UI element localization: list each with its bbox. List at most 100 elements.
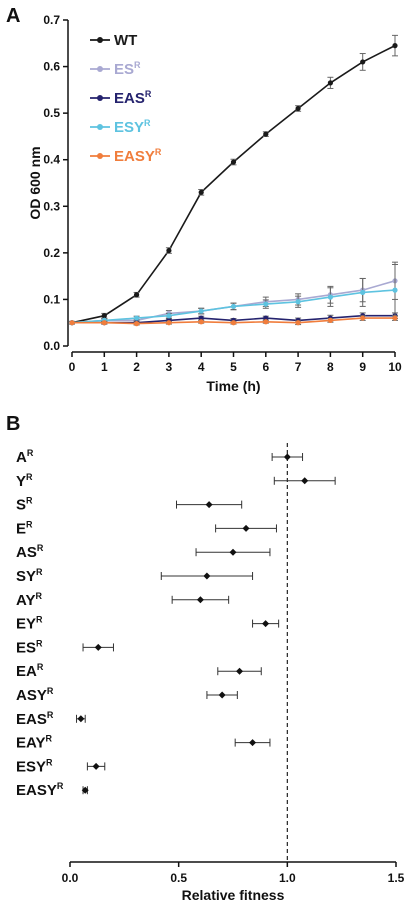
data-point <box>166 313 172 319</box>
data-point <box>230 159 237 165</box>
data-point <box>198 315 204 321</box>
data-point <box>198 189 204 195</box>
label-superscript: R <box>155 147 162 157</box>
growth-curve-chart: 0.0 0.1 0.2 0.3 0.4 0.5 0.6 0.7 0 1 2 3 4 5 6 7 8 9 10 Time… <box>27 13 402 394</box>
data-point <box>327 317 333 323</box>
data-point <box>69 320 75 326</box>
category-label: EAR <box>16 662 44 680</box>
label-superscript: R <box>37 662 44 672</box>
legend-swatch-marker <box>97 95 103 101</box>
data-point-diamond <box>203 572 211 580</box>
data-point <box>392 315 398 321</box>
label-base: EAS <box>16 711 47 728</box>
data-point-diamond <box>242 524 250 532</box>
label-base: EAY <box>16 735 45 752</box>
category-label: ASYR <box>16 686 54 704</box>
data-point-diamond <box>205 501 213 509</box>
label-superscript: R <box>26 496 33 506</box>
x-tick-label: 10 <box>388 360 402 374</box>
x-axis-title: Time (h) <box>206 378 260 394</box>
data-point-diamond <box>94 643 102 651</box>
data-point <box>230 303 237 310</box>
category-label: SYR <box>16 567 43 585</box>
label-base: EASY <box>114 148 155 165</box>
data-point <box>263 315 269 321</box>
legend-entry: ESYR <box>114 118 151 136</box>
x-tick-label: 7 <box>295 360 302 374</box>
category-label: ESYR <box>16 757 53 775</box>
data-point-diamond <box>229 548 237 556</box>
label-base: A <box>16 449 27 466</box>
label-superscript: R <box>26 519 33 529</box>
data-point <box>360 289 366 296</box>
label-superscript: R <box>145 89 152 99</box>
label-superscript: R <box>57 781 64 791</box>
y-axis-title: OD 600 nm <box>27 146 43 219</box>
x-tick-label: 3 <box>166 360 173 374</box>
legend-entry: ESR <box>114 60 141 78</box>
label-base: S <box>16 497 26 514</box>
data-point <box>295 320 301 326</box>
data-point-diamond <box>262 620 270 628</box>
category-label: YR <box>16 472 33 490</box>
data-point-diamond <box>236 667 244 675</box>
label-superscript: R <box>36 615 43 625</box>
category-label: EAYR <box>16 734 52 752</box>
data-point <box>166 320 172 326</box>
category-label: EASYR <box>16 781 64 799</box>
label-base: ES <box>16 639 36 656</box>
label-superscript: R <box>47 710 54 720</box>
x-tick-label: 9 <box>359 360 366 374</box>
x-tick-label: 4 <box>198 360 205 374</box>
label-base: EASY <box>16 782 57 799</box>
data-point-diamond <box>249 739 257 747</box>
x-tick-label: 6 <box>262 360 269 374</box>
series-line <box>71 44 396 324</box>
label-base: EY <box>16 616 36 633</box>
label-base: E <box>16 520 26 537</box>
data-point <box>198 319 204 325</box>
y-tick-label: 0.7 <box>43 13 60 27</box>
data-point <box>263 319 269 325</box>
label-superscript: R <box>35 591 42 601</box>
x-tick-label: 1.5 <box>388 871 405 885</box>
category-label: ER <box>16 519 33 537</box>
data-point <box>101 320 107 326</box>
data-point <box>392 287 398 293</box>
category-label: EYR <box>16 615 43 633</box>
data-point <box>230 320 237 326</box>
data-point <box>134 321 140 327</box>
category-label: ESR <box>16 638 43 656</box>
data-point <box>263 301 269 307</box>
label-base: Y <box>16 473 26 490</box>
category-label: EASR <box>16 710 54 728</box>
y-tick-label: 0.4 <box>43 153 60 167</box>
x-tick-label: 1 <box>101 360 108 374</box>
label-superscript: R <box>45 734 52 744</box>
category-label: ASR <box>16 543 44 561</box>
data-point <box>263 131 269 137</box>
label-base: WT <box>114 32 137 49</box>
data-point <box>166 247 172 254</box>
legend-swatch-marker <box>97 37 103 43</box>
data-point <box>327 80 333 86</box>
label-superscript: R <box>27 448 34 458</box>
data-point <box>295 299 301 305</box>
data-point-diamond <box>283 453 291 461</box>
data-point <box>134 315 140 321</box>
y-tick-label: 0.0 <box>43 339 60 353</box>
category-label: SR <box>16 496 33 514</box>
label-superscript: R <box>47 686 54 696</box>
label-base: EAS <box>114 90 145 107</box>
data-point <box>392 43 398 49</box>
data-point <box>360 315 366 321</box>
data-point-diamond <box>301 477 309 485</box>
category-label: AYR <box>16 591 42 609</box>
label-base: AS <box>16 544 37 561</box>
label-base: SY <box>16 568 36 585</box>
label-base: AY <box>16 592 35 609</box>
x-tick-label: 1.0 <box>279 871 296 885</box>
data-point-diamond <box>196 596 204 604</box>
